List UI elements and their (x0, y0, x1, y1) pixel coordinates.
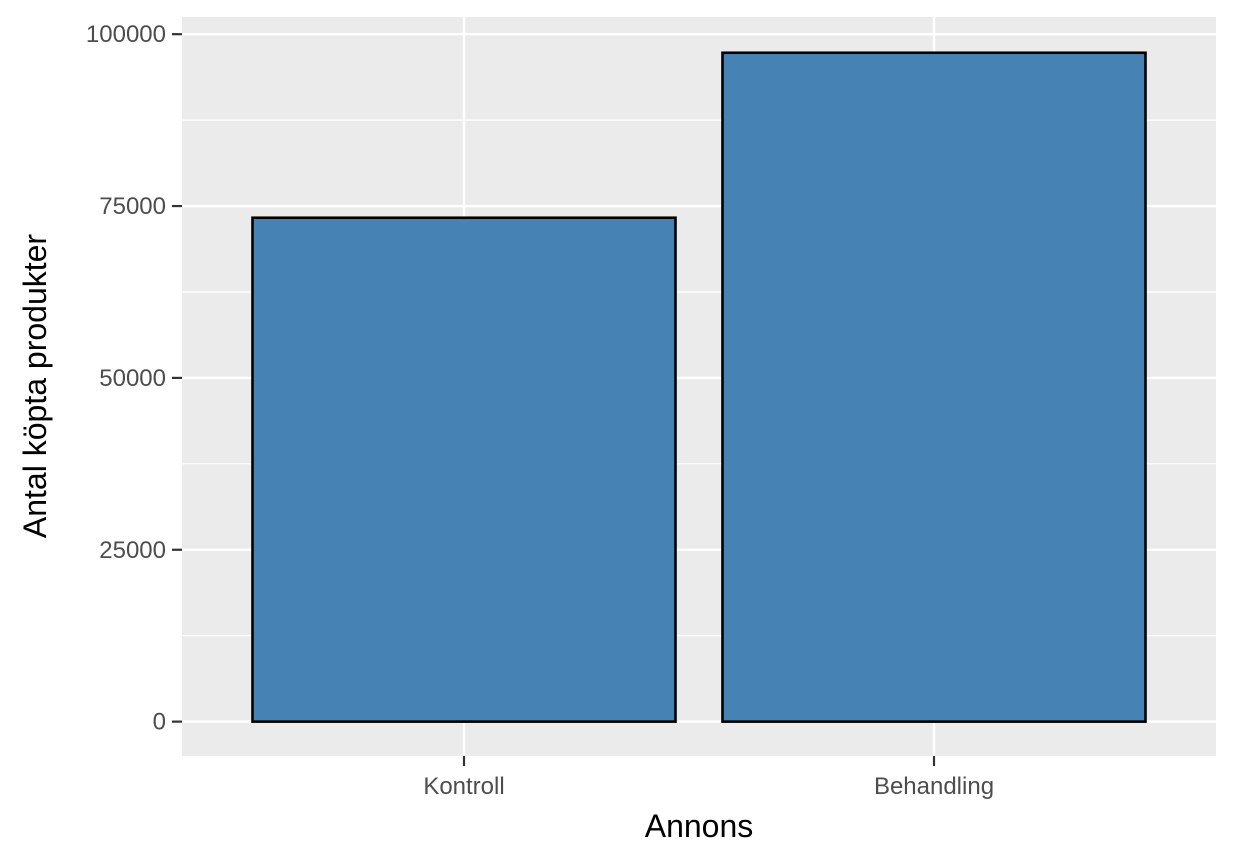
x-tick-label: Behandling (874, 773, 994, 800)
x-axis: Kontroll Behandling (423, 756, 994, 800)
x-axis-title: Annons (645, 808, 754, 844)
y-tick-label: 0 (153, 709, 166, 736)
bars (251, 51, 1147, 723)
bar-kontroll (251, 216, 677, 723)
y-tick-label: 75000 (99, 193, 166, 220)
y-tick-label: 50000 (99, 365, 166, 392)
y-tick-label: 25000 (99, 537, 166, 564)
y-tick-label: 100000 (86, 21, 166, 48)
y-axis-title: Antal köpta produkter (17, 234, 53, 539)
y-axis: 0 25000 50000 75000 100000 (86, 21, 182, 736)
bar-behandling (721, 51, 1147, 723)
x-tick-label: Kontroll (423, 773, 504, 800)
